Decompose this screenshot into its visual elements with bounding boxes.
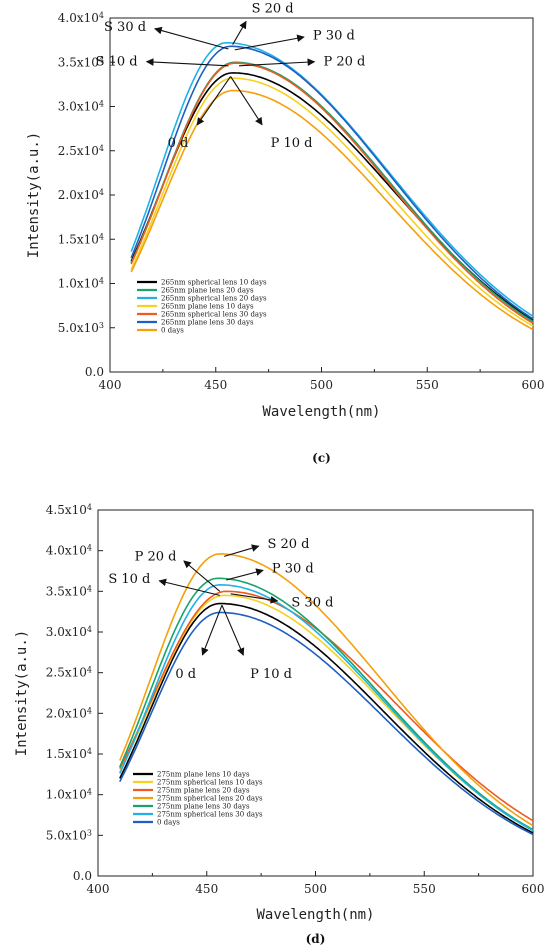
y-axis-title: Intensity(a.u.) (14, 630, 30, 756)
legend-label: 265nm plane lens 10 days (161, 303, 254, 311)
y-tick-label: 4.0x104 (58, 11, 104, 26)
y-tick-label: 3.0x104 (58, 99, 104, 114)
x-tick-label: 550 (416, 378, 439, 392)
y-tick-label: 1.5x104 (46, 747, 92, 762)
annotation-arrow (232, 20, 247, 45)
series-line (119, 553, 534, 827)
x-tick-label: 450 (204, 378, 227, 392)
annotation-label: S 10 d (108, 572, 150, 587)
y-tick-label: 4.5x104 (46, 503, 92, 518)
legend-label: 275nm spherical lens 10 days (157, 779, 263, 787)
annotation-arrow (145, 58, 229, 67)
annotation-label: P 30 d (272, 562, 314, 577)
legend-label: 275nm plane lens 10 days (157, 771, 250, 779)
y-tick-label: 2.0x104 (46, 706, 92, 721)
annotation-label: S 20 d (252, 1, 294, 16)
panel-label: (d) (306, 932, 326, 946)
legend-label: 265nm plane lens 20 days (161, 287, 254, 295)
x-axis-title: Wavelength(nm) (256, 907, 374, 923)
legend-label: 275nm plane lens 20 days (157, 787, 250, 795)
x-tick-label: 450 (195, 882, 218, 896)
x-tick-label: 600 (522, 378, 545, 392)
x-axis-title: Wavelength(nm) (262, 404, 380, 420)
legend-label: 275nm plane lens 30 days (157, 803, 250, 811)
annotation-label: S 30 d (291, 596, 333, 611)
x-tick-label: 400 (87, 882, 110, 896)
legend-label: 265nm plane lens 30 days (161, 319, 254, 327)
legend-label: 275nm spherical lens 30 days (157, 811, 263, 819)
annotation-label: P 20 d (324, 54, 366, 69)
legend-label: 0 days (161, 327, 184, 335)
legend-label: 265nm spherical lens 30 days (161, 311, 267, 319)
series-line (119, 602, 534, 834)
y-tick-label: 5.0x103 (58, 320, 104, 335)
legend-label: 265nm spherical lens 10 days (161, 279, 267, 287)
y-tick-label: 1.0x104 (58, 276, 104, 291)
y-tick-label: 0.0 (85, 365, 104, 379)
annotation-label: P 20 d (135, 549, 177, 564)
y-tick-label: 5.0x103 (46, 828, 92, 843)
annotation-arrow (223, 544, 260, 557)
annotation-arrow (201, 604, 223, 656)
y-tick-label: 1.0x104 (46, 787, 92, 802)
x-tick-label: 550 (413, 882, 436, 896)
y-tick-label: 2.0x104 (58, 188, 104, 203)
legend-label: 265nm spherical lens 20 days (161, 295, 267, 303)
legend-label: 0 days (157, 819, 180, 827)
x-tick-label: 600 (522, 882, 545, 896)
y-tick-label: 3.5x104 (46, 584, 92, 599)
y-axis-title: Intensity(a.u.) (26, 132, 42, 258)
x-tick-label: 500 (310, 378, 333, 392)
y-tick-label: 3.5x104 (58, 55, 104, 70)
annotation-label: P 30 d (313, 29, 355, 44)
annotation-arrow (154, 26, 229, 50)
x-tick-label: 500 (304, 882, 327, 896)
series-line (130, 45, 534, 320)
annotation-arrow (234, 34, 305, 51)
y-tick-label: 2.5x104 (46, 665, 92, 680)
chart-panel-c: 400 450 500 550 600 0.0 5.0x103 1.0x104 1.5x104 2… (26, 1, 544, 465)
annotation-arrow (230, 76, 263, 126)
annotation-arrow (238, 58, 316, 67)
annotation-label: S 30 d (104, 20, 146, 35)
series-line (130, 77, 534, 327)
x-tick-label: 400 (99, 378, 122, 392)
legend-label: 275nm spherical lens 20 days (157, 795, 263, 803)
annotation-label: S 20 d (267, 537, 309, 552)
series-line (119, 583, 534, 832)
y-tick-label: 0.0 (73, 869, 92, 883)
annotation-arrow (230, 593, 279, 604)
annotation-label: 0 d (175, 667, 196, 682)
annotation-label: 0 d (168, 136, 189, 151)
annotation-arrow (226, 568, 264, 581)
annotation-label: S 10 d (96, 54, 138, 69)
annotation-arrow (196, 76, 232, 126)
y-tick-label: 2.5x104 (58, 143, 104, 158)
annotation-label: P 10 d (250, 667, 292, 682)
annotation-arrow (183, 560, 221, 592)
series-line (119, 611, 534, 836)
annotation-arrow (221, 604, 245, 656)
annotation-label: P 10 d (271, 136, 313, 151)
series-line (130, 62, 534, 324)
y-tick-label: 1.5x104 (58, 232, 104, 247)
panel-label: (c) (312, 451, 331, 465)
series-line (119, 577, 534, 831)
chart-panel-d: 400 450 500 550 600 0.0 5.0x103 1.0x104 1.5x104 2… (14, 503, 544, 947)
y-tick-label: 3.0x104 (46, 625, 92, 640)
annotation-arrow (158, 578, 220, 596)
y-tick-label: 4.0x104 (46, 543, 92, 558)
